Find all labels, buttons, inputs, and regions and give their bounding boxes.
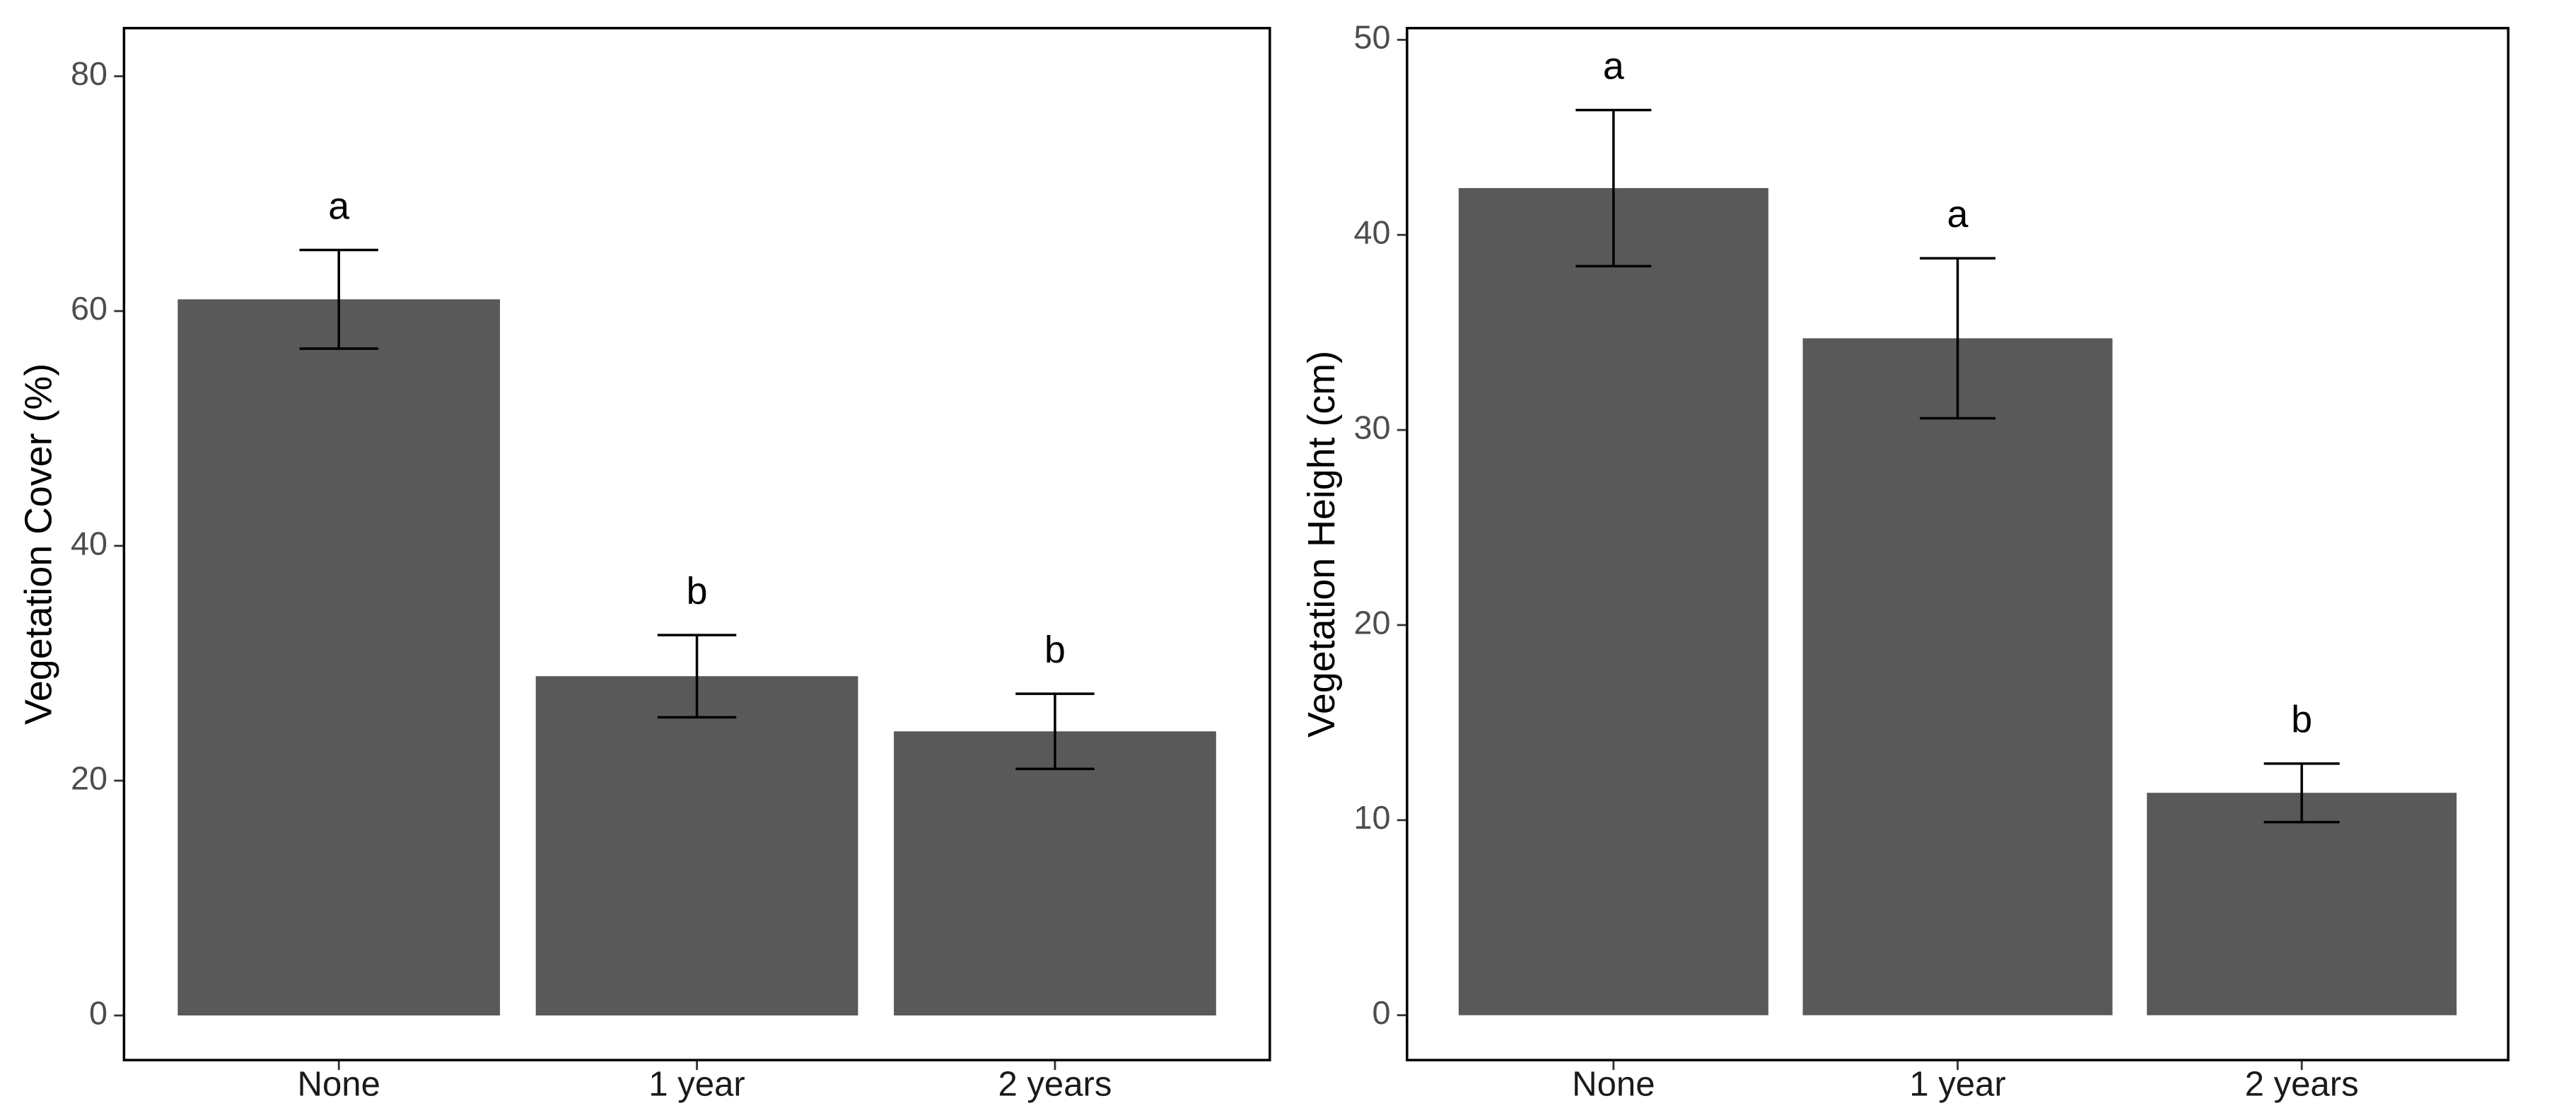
y-tick-label: 60	[71, 290, 107, 327]
bar	[894, 731, 1216, 1016]
panel-border	[122, 27, 1271, 1061]
y-tick-label: 30	[1353, 409, 1390, 445]
significance-letter: a	[1603, 45, 1624, 87]
bar	[2147, 793, 2457, 1015]
x-tick-label: 1 year	[1909, 1066, 2005, 1104]
bar	[535, 676, 858, 1016]
y-tick-label: 80	[71, 55, 107, 92]
y-axis-label: Vegetation Height (cm)	[1300, 351, 1343, 738]
significance-letter: b	[1044, 629, 1066, 671]
x-tick-label: 2 years	[998, 1066, 1112, 1104]
significance-letter: a	[328, 185, 349, 227]
y-tick-label: 40	[71, 525, 107, 561]
bar	[1802, 338, 2113, 1015]
y-tick-label: 0	[89, 994, 107, 1031]
y-axis-label: Vegetation Cover (%)	[18, 363, 60, 725]
y-tick-label: 20	[71, 759, 107, 796]
y-tick-label: 40	[1353, 214, 1390, 251]
x-tick-label: 2 years	[2245, 1066, 2359, 1104]
significance-letter: a	[1947, 193, 1969, 235]
x-tick-label: None	[1572, 1066, 1655, 1104]
y-tick-label: 10	[1353, 799, 1390, 836]
significance-letter: b	[2291, 699, 2312, 741]
x-tick-label: 1 year	[648, 1066, 745, 1104]
x-tick-label: None	[298, 1066, 380, 1104]
significance-letter: b	[687, 570, 708, 612]
y-tick-label: 50	[1353, 19, 1390, 56]
y-tick-label: 0	[1372, 994, 1390, 1031]
bar	[177, 299, 501, 1016]
bar	[1458, 187, 1768, 1015]
y-tick-label: 20	[1353, 604, 1390, 641]
panel-border	[1406, 27, 2510, 1061]
